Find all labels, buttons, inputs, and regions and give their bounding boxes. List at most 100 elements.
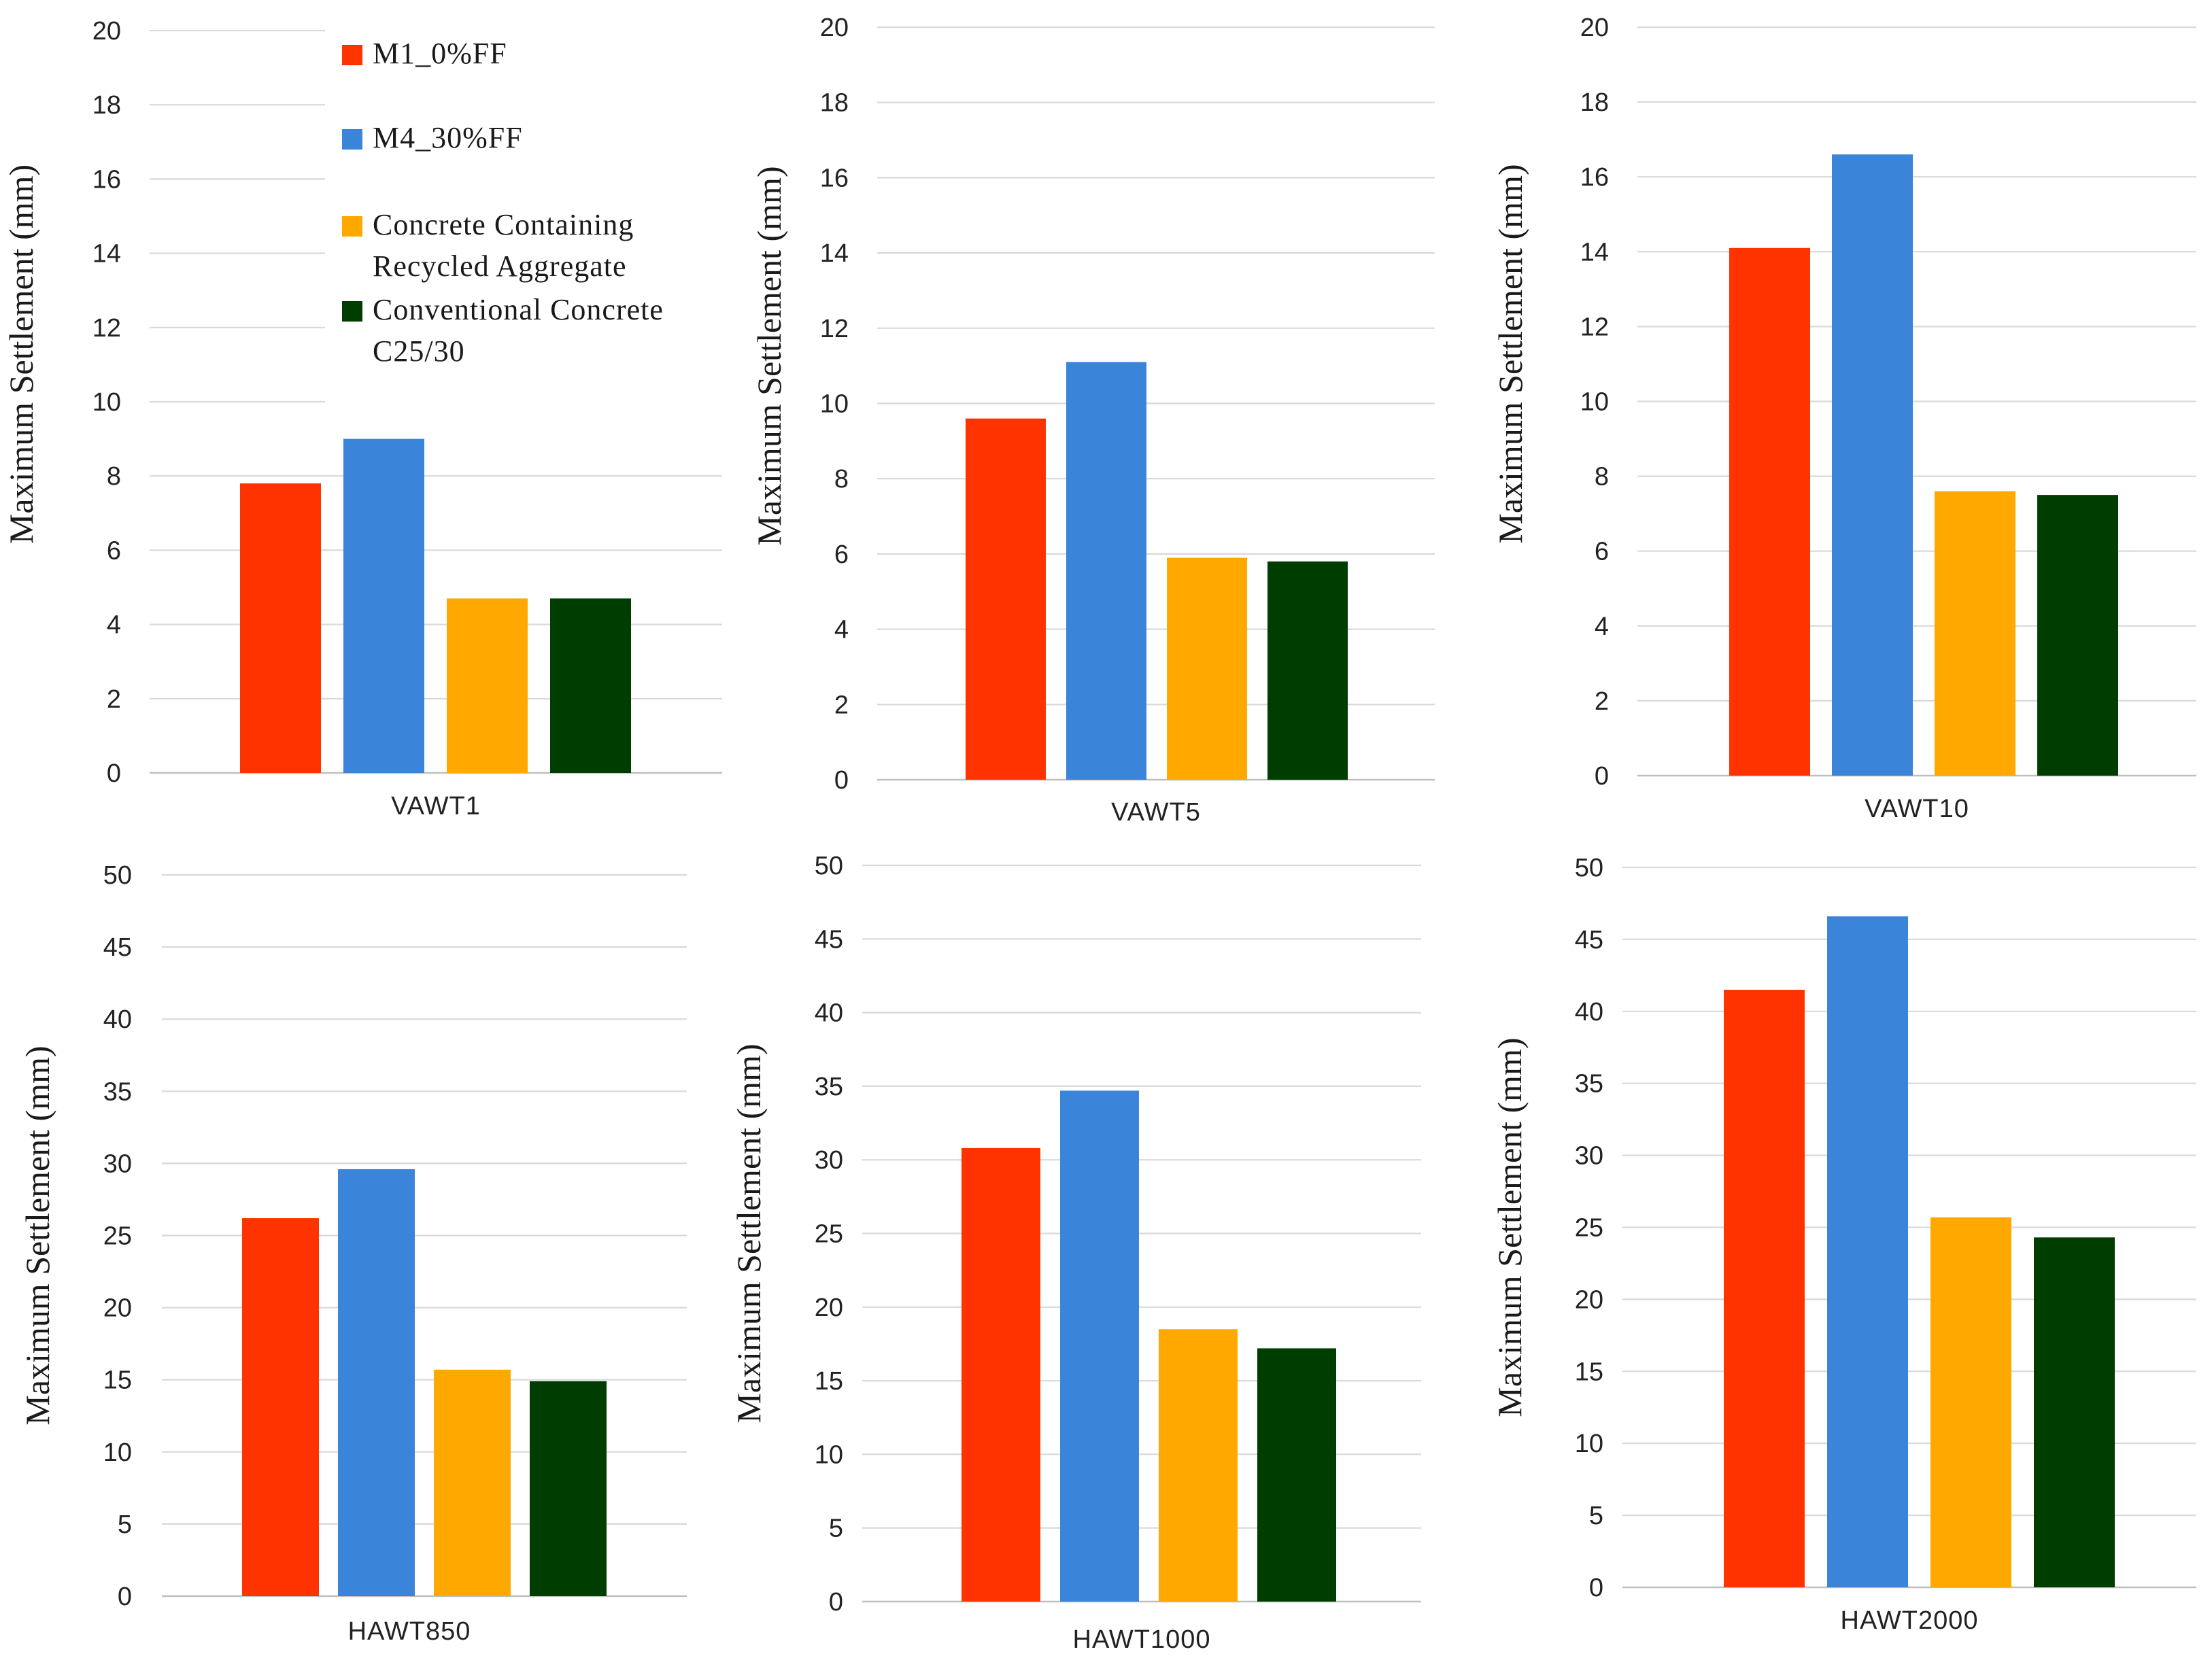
chart-panel-vawt10: 0 2 4 6 8 10 12 14 16 18 20 VAWT10 Maximum Settlemen… <box>1491 14 2196 823</box>
y-tick-label: 10 <box>815 1440 843 1469</box>
y-tick-label: 8 <box>1595 463 1609 491</box>
y-axis-label: Maximum Settlement (mm) <box>730 1043 768 1423</box>
bar-series-2 <box>1832 154 1913 776</box>
y-tick-label: 50 <box>103 861 132 890</box>
y-tick-label: 6 <box>107 536 121 565</box>
y-tick-label: 2 <box>107 685 121 714</box>
chart-panel-vawt1: 0 2 4 6 8 10 12 14 16 18 20 VAWT1 Maximum Settlement… <box>2 17 722 821</box>
legend-label: Concrete Containing <box>373 208 634 241</box>
bar-series-4 <box>1257 1348 1336 1602</box>
y-tick-label: 10 <box>820 390 849 419</box>
y-tick-label: 35 <box>103 1077 132 1106</box>
legend-label: Recycled Aggregate <box>373 249 627 283</box>
y-tick-label: 30 <box>1575 1142 1603 1171</box>
y-tick-label: 25 <box>815 1220 843 1249</box>
bar-series-4 <box>530 1381 607 1596</box>
y-tick-label: 12 <box>92 314 121 343</box>
y-tick-label: 0 <box>107 759 121 788</box>
chart-panel-hawt1000: 0 5 10 15 20 25 30 35 40 45 50 HAWT1000 Maximum Sett… <box>730 852 1421 1654</box>
y-axis-label: Maximum Settlement (mm) <box>1491 164 1529 543</box>
bar-series-2 <box>343 438 424 773</box>
y-tick-label: 20 <box>1580 14 1609 42</box>
bar-series-4 <box>550 598 631 773</box>
y-tick-label: 45 <box>815 925 843 954</box>
bar-series-4 <box>2037 495 2118 776</box>
y-tick-label: 18 <box>1580 88 1609 117</box>
bar-series-1 <box>1729 247 1810 776</box>
bar-series-3 <box>1167 557 1247 780</box>
y-tick-label: 15 <box>103 1366 132 1395</box>
legend-item: Conventional Concrete C25/30 <box>342 293 664 368</box>
y-tick-label: 40 <box>815 999 843 1028</box>
y-tick-label: 35 <box>1575 1070 1603 1099</box>
y-tick-label: 4 <box>1595 612 1609 641</box>
y-tick-label: 15 <box>815 1367 843 1396</box>
y-tick-label: 10 <box>92 388 121 417</box>
legend-item: M4_30%FF <box>342 121 523 154</box>
bar-series-3 <box>1930 1217 2011 1587</box>
legend-swatch <box>342 129 362 150</box>
y-tick-label: 5 <box>118 1510 132 1539</box>
legend-label: M4_30%FF <box>373 121 523 154</box>
y-tick-label: 20 <box>103 1294 132 1323</box>
y-tick-label: 35 <box>815 1073 843 1101</box>
y-axis-label: Maximum Settlement (mm) <box>1491 1037 1529 1417</box>
y-tick-label: 2 <box>834 691 849 719</box>
y-tick-label: 0 <box>829 1588 843 1617</box>
y-tick-label: 50 <box>1575 854 1603 882</box>
chart-panel-vawt5: 0 2 4 6 8 10 12 14 16 18 20 VAWT5 Maximum Settlement… <box>750 14 1435 827</box>
y-tick-label: 8 <box>834 465 849 494</box>
bar-series-1 <box>962 1147 1040 1602</box>
x-category-label: VAWT5 <box>1111 798 1201 827</box>
bar-series-1 <box>966 418 1046 780</box>
y-tick-label: 25 <box>1575 1214 1603 1243</box>
y-tick-label: 5 <box>1589 1502 1603 1530</box>
x-category-label: HAWT2000 <box>1841 1606 1979 1635</box>
chart-panel-hawt2000: 0 5 10 15 20 25 30 35 40 45 50 HAWT2000 Maximum Sett… <box>1491 854 2196 1635</box>
y-tick-label: 0 <box>834 766 849 795</box>
y-tick-label: 10 <box>1580 388 1609 417</box>
y-tick-label: 40 <box>103 1005 132 1034</box>
y-tick-label: 50 <box>815 852 843 880</box>
legend-background <box>325 27 728 408</box>
y-tick-label: 18 <box>820 89 849 118</box>
y-tick-label: 0 <box>1589 1574 1603 1602</box>
y-tick-label: 6 <box>1595 538 1609 566</box>
y-tick-label: 30 <box>103 1150 132 1178</box>
y-tick-label: 4 <box>834 616 849 644</box>
y-tick-label: 14 <box>1580 238 1609 266</box>
y-tick-label: 25 <box>103 1222 132 1251</box>
legend-item: M1_0%FF <box>342 37 507 70</box>
bar-series-3 <box>434 1369 511 1596</box>
bar-series-3 <box>1159 1329 1238 1602</box>
y-tick-label: 6 <box>834 540 849 569</box>
bar-series-2 <box>338 1169 415 1596</box>
bar-series-3 <box>1935 491 2015 776</box>
y-tick-label: 16 <box>820 164 849 192</box>
y-tick-label: 20 <box>815 1294 843 1322</box>
legend-label: Conventional Concrete <box>373 293 664 326</box>
y-axis-label: Maximum Settlement (mm) <box>750 166 788 545</box>
y-tick-label: 45 <box>1575 926 1603 954</box>
y-tick-label: 20 <box>820 14 849 42</box>
legend-swatch <box>342 216 362 237</box>
y-tick-label: 8 <box>107 462 121 491</box>
y-tick-label: 45 <box>103 933 132 962</box>
legend-item: Concrete Containing Recycled Aggregate <box>342 208 634 283</box>
y-tick-label: 5 <box>829 1515 843 1543</box>
y-tick-label: 12 <box>1580 313 1609 341</box>
x-category-label: HAWT1000 <box>1073 1625 1211 1654</box>
bar-series-4 <box>2034 1237 2115 1587</box>
bar-series-1 <box>1724 990 1805 1587</box>
y-tick-label: 14 <box>92 240 121 269</box>
y-tick-label: 15 <box>1575 1358 1603 1386</box>
bar-series-2 <box>1066 362 1146 780</box>
bar-series-1 <box>240 483 321 773</box>
y-tick-label: 10 <box>1575 1430 1603 1458</box>
y-tick-label: 14 <box>820 239 849 268</box>
legend: M1_0%FF M4_30%FF Concrete Containing Recycl… <box>325 27 728 408</box>
y-tick-label: 10 <box>103 1438 132 1467</box>
y-tick-label: 16 <box>1580 163 1609 192</box>
x-category-label: VAWT1 <box>391 792 481 821</box>
